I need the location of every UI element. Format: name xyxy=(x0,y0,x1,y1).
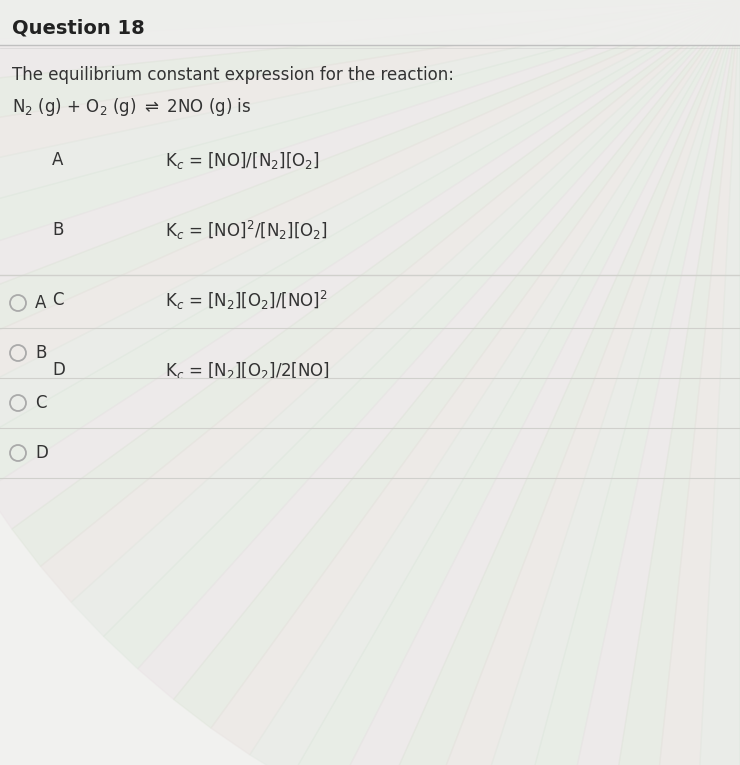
Polygon shape xyxy=(0,0,740,278)
Text: A: A xyxy=(52,151,64,169)
Text: K$_c$ = [NO]$^2$/[N$_2$][O$_2$]: K$_c$ = [NO]$^2$/[N$_2$][O$_2$] xyxy=(165,219,328,242)
Polygon shape xyxy=(174,0,740,728)
Text: K$_c$ = [NO]/[N$_2$][O$_2$]: K$_c$ = [NO]/[N$_2$][O$_2$] xyxy=(165,149,320,171)
Polygon shape xyxy=(646,0,740,765)
Polygon shape xyxy=(0,0,740,529)
Polygon shape xyxy=(0,0,740,233)
Polygon shape xyxy=(0,0,740,450)
Text: D: D xyxy=(52,361,65,379)
Polygon shape xyxy=(374,0,740,765)
Polygon shape xyxy=(211,0,740,755)
Polygon shape xyxy=(290,0,740,765)
Text: B: B xyxy=(35,344,47,362)
Polygon shape xyxy=(0,0,740,323)
Polygon shape xyxy=(693,0,740,765)
Polygon shape xyxy=(0,0,740,187)
Polygon shape xyxy=(332,0,740,765)
Polygon shape xyxy=(417,0,740,765)
Polygon shape xyxy=(41,0,740,602)
Text: N$_2$ (g) + O$_2$ (g) $\rightleftharpoons$ 2NO (g) is: N$_2$ (g) + O$_2$ (g) $\rightleftharpoon… xyxy=(12,96,252,118)
Text: D: D xyxy=(35,444,48,462)
Polygon shape xyxy=(599,0,740,765)
Text: C: C xyxy=(52,291,64,309)
Polygon shape xyxy=(0,0,740,94)
Text: C: C xyxy=(35,394,47,412)
FancyBboxPatch shape xyxy=(0,0,740,45)
Text: The equilibrium constant expression for the reaction:: The equilibrium constant expression for … xyxy=(12,66,454,84)
Text: A: A xyxy=(35,294,47,312)
Polygon shape xyxy=(507,0,740,765)
Polygon shape xyxy=(12,0,740,566)
Polygon shape xyxy=(462,0,740,765)
Text: K$_c$ = [N$_2$][O$_2$]/[NO]$^2$: K$_c$ = [N$_2$][O$_2$]/[NO]$^2$ xyxy=(165,288,328,311)
Text: B: B xyxy=(52,221,64,239)
Polygon shape xyxy=(0,0,740,366)
Polygon shape xyxy=(71,0,740,636)
Polygon shape xyxy=(138,0,740,699)
Text: K$_c$ = [N$_2$][O$_2$]/2[NO]: K$_c$ = [N$_2$][O$_2$]/2[NO] xyxy=(165,360,330,380)
Polygon shape xyxy=(0,0,740,409)
Polygon shape xyxy=(0,0,740,141)
Polygon shape xyxy=(104,0,740,669)
Text: Question 18: Question 18 xyxy=(12,18,145,37)
Polygon shape xyxy=(0,0,740,490)
Polygon shape xyxy=(250,0,740,765)
Polygon shape xyxy=(553,0,740,765)
Polygon shape xyxy=(0,0,740,47)
